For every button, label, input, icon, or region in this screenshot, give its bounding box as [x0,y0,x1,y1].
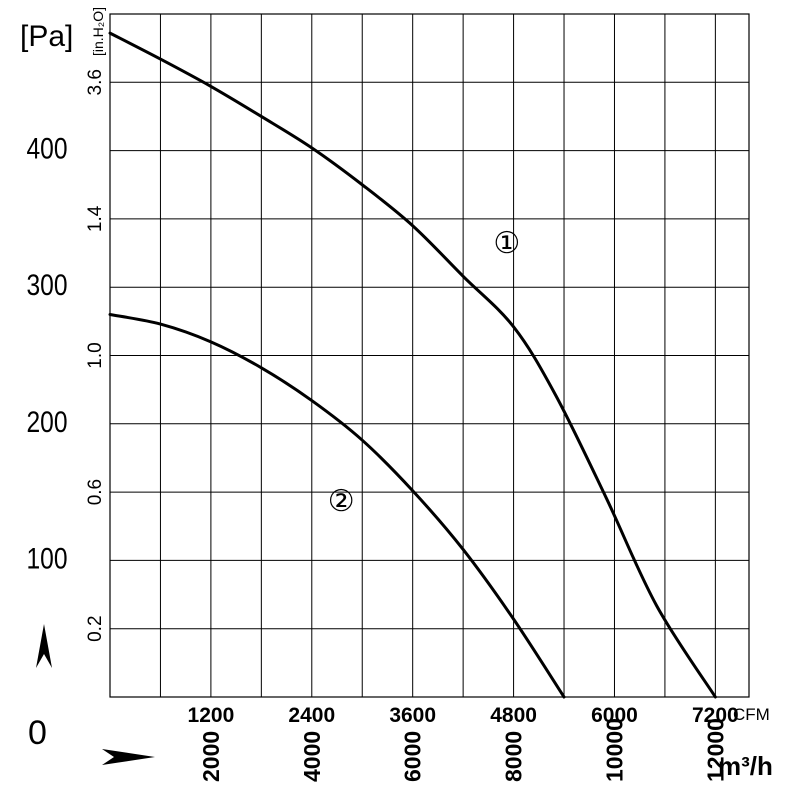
inh2o-tick-label: 0.2 [85,615,106,641]
m3h-tick-label: 10000 [601,718,627,782]
cfm-tick-label: 1200 [188,704,235,727]
inh2o-tick-label: 0.6 [85,479,106,505]
m3h-unit-label: m³/h [718,751,773,781]
zero-label: 0 [28,714,47,752]
m3h-tick-label: 12000 [702,718,728,782]
cfm-tick-label: 4800 [490,704,537,727]
inh2o-tick-labels: 0.2 0.6 1.0 1.4 3.6 [85,69,106,642]
pa-tick-label: 300 [26,268,67,302]
pa-tick-label: 100 [26,541,67,575]
pa-tick-label: 400 [26,131,67,165]
m3h-tick-label: 8000 [501,731,527,782]
cfm-tick-label: 2400 [288,704,335,727]
inh2o-unit-label: [in.H₂O] [90,7,106,56]
pa-unit-label: [Pa] [20,20,73,53]
inh2o-tick-label: 1.0 [85,342,106,368]
cfm-tick-label: 3600 [389,704,436,727]
m3h-tick-labels: 2000 4000 6000 8000 10000 12000 [198,718,728,782]
cfm-tick-label: 6000 [591,704,638,727]
curves [108,31,717,699]
pressure-arrow-icon [36,624,52,668]
curve-1 [108,31,717,699]
cfm-tick-label: 7200 [692,704,739,727]
curve-2-marker: ② [328,484,355,519]
airflow-arrow-icon [102,749,155,765]
grid [109,13,750,698]
inh2o-tick-label: 3.6 [85,69,106,95]
curve-1-marker: ① [493,226,520,261]
inh2o-tick-label: 1.4 [85,205,106,232]
m3h-tick-label: 4000 [299,731,325,782]
cfm-unit-label: CFM [733,705,770,724]
pa-tick-label: 200 [26,404,67,438]
m3h-tick-label: 2000 [198,731,224,782]
pa-tick-labels: 100 200 300 400 [26,131,67,575]
cfm-tick-labels: 1200 2400 3600 4800 6000 7200 [188,704,739,727]
curve-markers: ①② [328,226,521,519]
m3h-tick-label: 6000 [400,731,426,782]
curve-2 [108,313,566,699]
